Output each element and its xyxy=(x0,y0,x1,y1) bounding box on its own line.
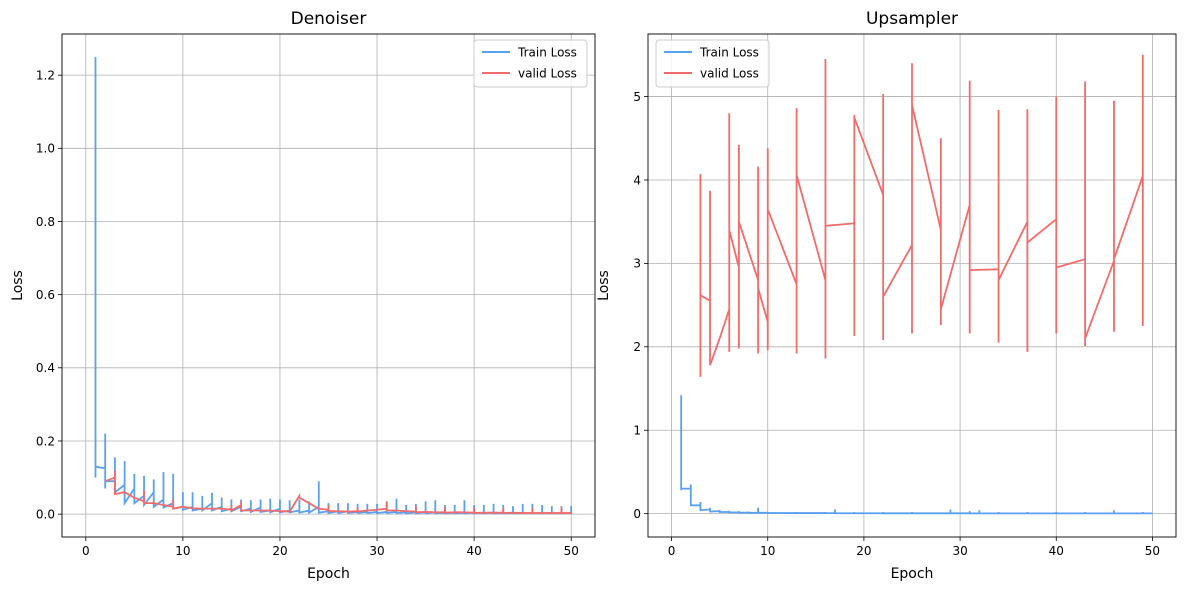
upsampler-chart: 0 10 20 30 40 50 0 1 2 3 4 5 Upsampler Epoch Loss Train… xyxy=(596,9,1177,582)
y-tick-label: 0 xyxy=(633,507,641,521)
y-tick-label: 1.0 xyxy=(36,142,55,156)
y-tick-label: 0.6 xyxy=(36,288,55,302)
y-tick-label: 0.2 xyxy=(36,434,55,448)
y-axis-label: Loss xyxy=(596,270,612,301)
legend-label: Train Loss xyxy=(517,46,577,60)
x-axis-label: Epoch xyxy=(891,566,934,582)
x-tick-label: 30 xyxy=(369,544,384,558)
y-tick-label: 5 xyxy=(633,90,641,104)
y-axis-label: Loss xyxy=(10,270,26,301)
legend: Train Loss valid Loss xyxy=(473,39,588,88)
chart-title: Upsampler xyxy=(866,9,958,29)
x-tick-label: 10 xyxy=(175,544,190,558)
x-tick-label: 0 xyxy=(82,544,90,558)
x-tick-label: 20 xyxy=(272,544,287,558)
y-tick-label: 3 xyxy=(633,257,641,271)
x-tick-label: 30 xyxy=(952,544,967,558)
legend-label: valid Loss xyxy=(518,67,577,81)
series-line-0 xyxy=(680,395,1153,515)
series-line-1 xyxy=(104,470,572,514)
plot-area xyxy=(62,34,595,537)
legend: Train Loss valid Loss xyxy=(655,39,770,88)
x-tick-label: 40 xyxy=(1049,544,1064,558)
y-tick-label: 1 xyxy=(633,424,641,438)
denoiser-chart: 0 10 20 30 40 50 0.0 0.2 0.4 0.6 0.8 1.0 1.2 Denoiser… xyxy=(10,9,596,582)
x-tick-label: 50 xyxy=(1145,544,1160,558)
chart-title: Denoiser xyxy=(291,9,367,29)
legend-label: valid Loss xyxy=(700,67,759,81)
x-tick-label: 40 xyxy=(466,544,481,558)
y-tick-label: 0.0 xyxy=(36,507,55,521)
y-tick-label: 0.8 xyxy=(36,215,55,229)
x-tick-label: 10 xyxy=(760,544,775,558)
axes-frame xyxy=(61,33,596,538)
series-line-1 xyxy=(699,54,1144,377)
y-tick-label: 4 xyxy=(633,173,641,187)
y-tick-label: 2 xyxy=(633,340,641,354)
x-tick-label: 0 xyxy=(668,544,676,558)
axes-frame xyxy=(647,33,1177,538)
x-tick-label: 20 xyxy=(856,544,871,558)
legend-label: Train Loss xyxy=(699,46,759,60)
y-tick-label: 1.2 xyxy=(36,68,55,82)
x-axis-label: Epoch xyxy=(307,566,350,582)
y-tick-label: 0.4 xyxy=(36,361,55,375)
x-tick-label: 50 xyxy=(564,544,579,558)
